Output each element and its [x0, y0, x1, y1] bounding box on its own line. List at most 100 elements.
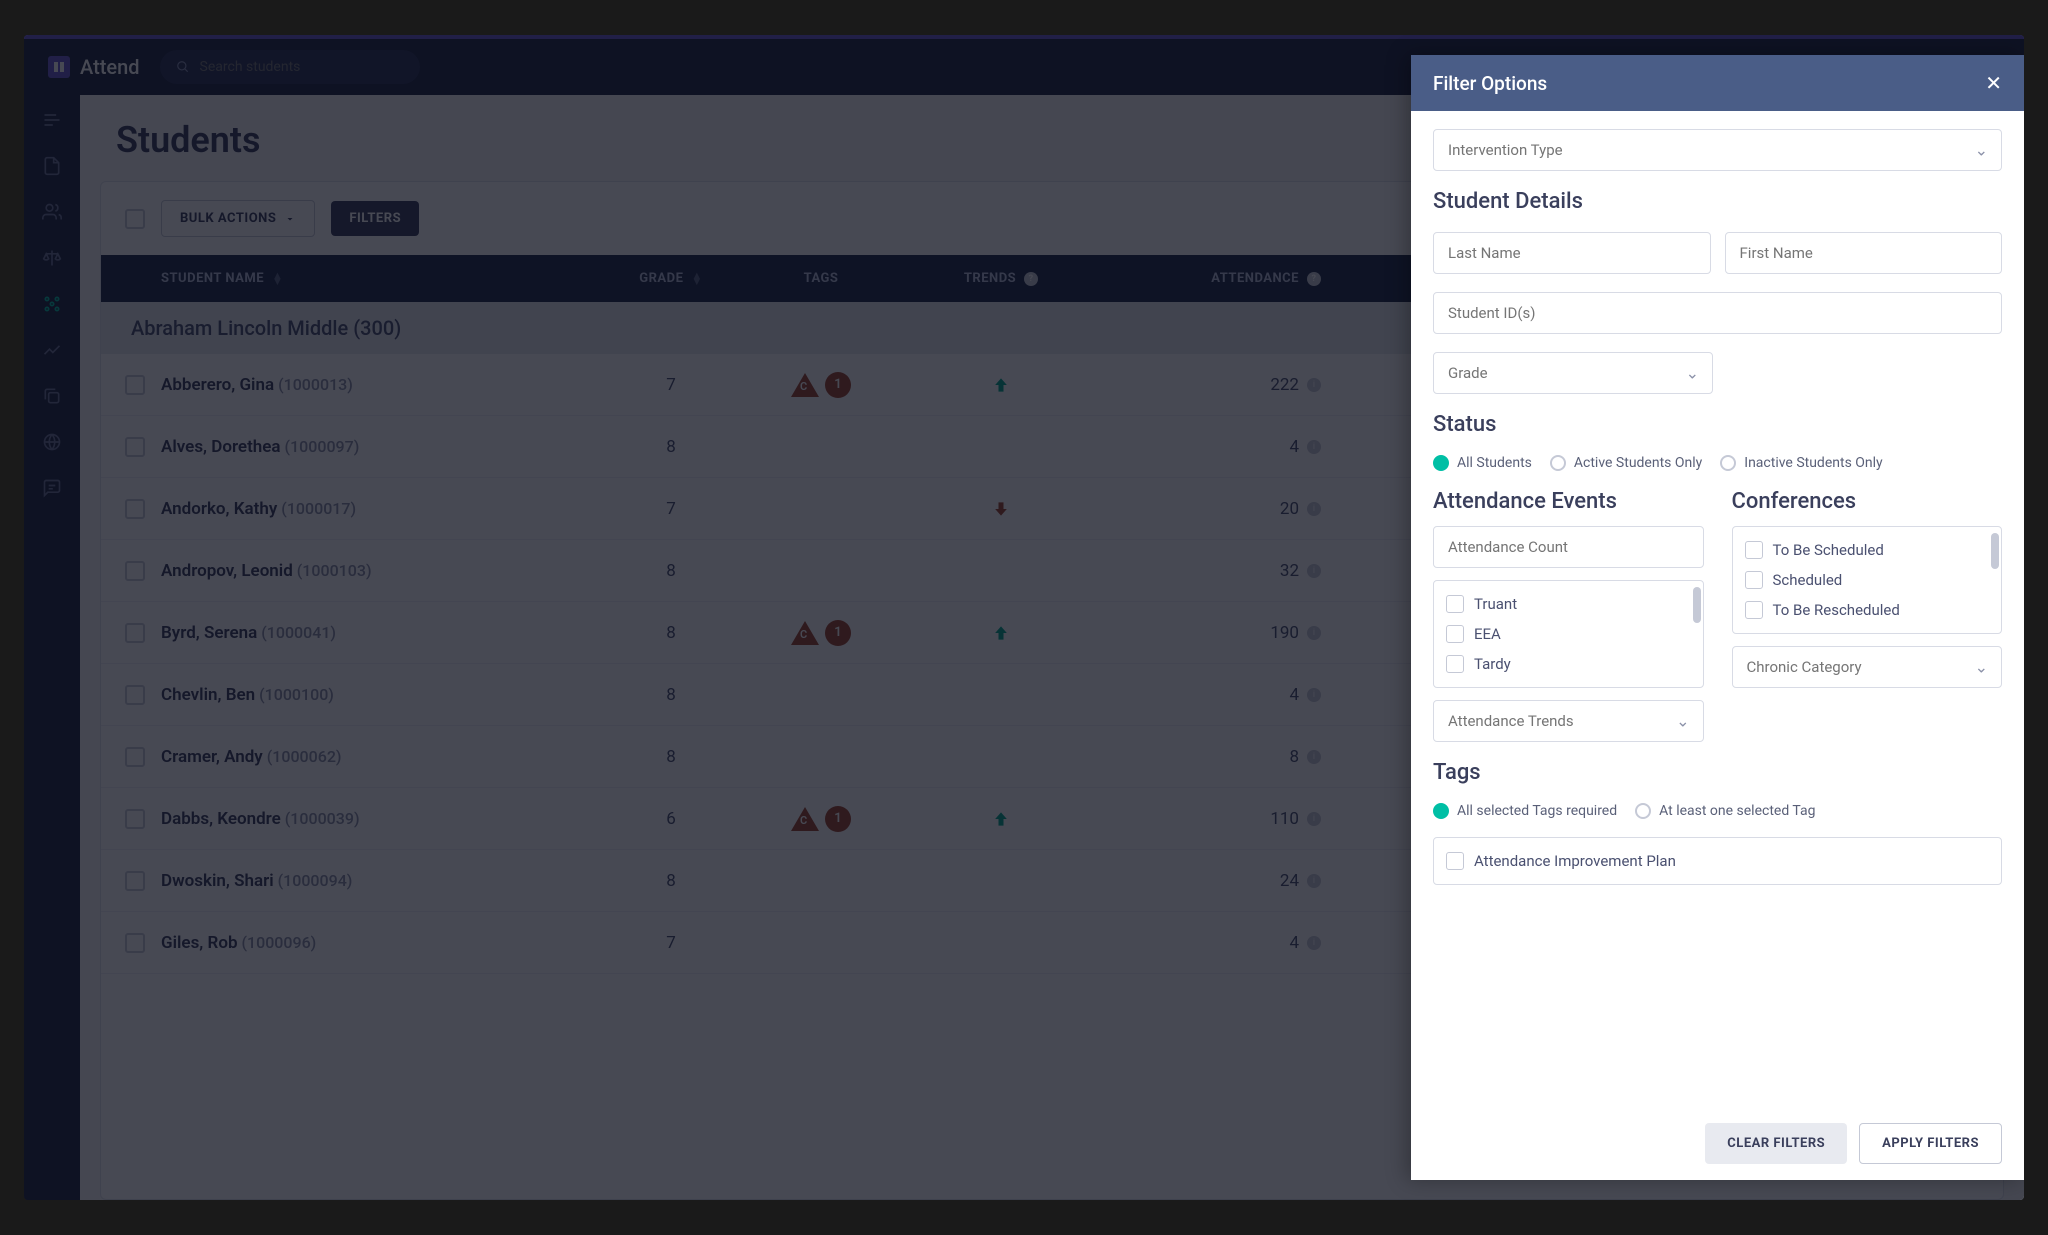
attendance-events-heading: Attendance Events [1433, 489, 1704, 514]
row-checkbox[interactable] [125, 685, 145, 705]
student-id: (1000013) [278, 375, 353, 394]
student-name[interactable]: Cramer, Andy [161, 747, 263, 767]
last-name-field[interactable] [1433, 232, 1711, 274]
student-name[interactable]: Giles, Rob [161, 933, 238, 953]
student-ids-field[interactable] [1433, 292, 2002, 334]
list-item[interactable]: EEA [1442, 619, 1695, 649]
trend-cell [901, 373, 1101, 397]
attendance-cell: 4i [1101, 685, 1341, 705]
app-logo[interactable]: Attend [48, 55, 140, 79]
scrollbar[interactable] [1991, 533, 1999, 569]
row-checkbox[interactable] [125, 871, 145, 891]
apply-filters-button[interactable]: APPLY FILTERS [1859, 1123, 2002, 1164]
row-checkbox[interactable] [125, 933, 145, 953]
info-icon[interactable]: i [1307, 440, 1321, 454]
info-icon[interactable]: i [1307, 378, 1321, 392]
conferences-list[interactable]: To Be Scheduled Scheduled To Be Reschedu… [1732, 526, 2003, 634]
sort-icon[interactable]: ▲▼ [691, 273, 702, 285]
scrollbar[interactable] [1693, 587, 1701, 623]
col-attendance[interactable]: ATTENDANCE [1211, 271, 1299, 286]
status-all-radio[interactable]: All Students [1433, 455, 1532, 471]
chronic-category-select[interactable] [1732, 646, 2003, 688]
bulk-actions-button[interactable]: BULK ACTIONS [161, 200, 315, 237]
list-item[interactable]: Scheduled [1741, 565, 1994, 595]
analytics-icon[interactable] [39, 337, 65, 363]
student-id: (1000103) [297, 561, 372, 580]
first-name-field[interactable] [1725, 232, 2003, 274]
info-icon[interactable]: i [1307, 626, 1321, 640]
info-icon[interactable]: i [1307, 936, 1321, 950]
group-icon[interactable] [39, 291, 65, 317]
copy-icon[interactable] [39, 383, 65, 409]
trend-cell [901, 497, 1101, 521]
document-icon[interactable] [39, 153, 65, 179]
student-name[interactable]: Andorko, Kathy [161, 499, 277, 519]
search-input[interactable] [200, 59, 404, 75]
student-id: (1000100) [259, 685, 334, 704]
row-checkbox[interactable] [125, 437, 145, 457]
globe-icon[interactable] [39, 429, 65, 455]
info-icon[interactable]: ? [1024, 272, 1038, 286]
info-icon[interactable]: ? [1307, 272, 1321, 286]
filters-button[interactable]: FILTERS [331, 201, 419, 236]
attendance-trends-select[interactable] [1433, 700, 1704, 742]
student-name[interactable]: Chevlin, Ben [161, 685, 255, 705]
list-item[interactable]: To Be Rescheduled [1741, 595, 1994, 625]
student-details-heading: Student Details [1433, 189, 2002, 214]
tags-all-radio[interactable]: All selected Tags required [1433, 803, 1617, 819]
student-id: (1000094) [278, 871, 353, 890]
attendance-cell: 32i [1101, 561, 1341, 581]
attendance-cell: 8i [1101, 747, 1341, 767]
list-item[interactable]: Attendance Improvement Plan [1442, 846, 1993, 876]
info-icon[interactable]: i [1307, 502, 1321, 516]
row-checkbox[interactable] [125, 499, 145, 519]
student-name[interactable]: Dwoskin, Shari [161, 871, 274, 891]
trend-cell [901, 621, 1101, 645]
clear-filters-button[interactable]: CLEAR FILTERS [1705, 1123, 1847, 1164]
row-checkbox[interactable] [125, 623, 145, 643]
list-item[interactable]: Tardy [1442, 649, 1695, 679]
scales-icon[interactable] [39, 245, 65, 271]
attendance-cell: 222i [1101, 375, 1341, 395]
student-name[interactable]: Dabbs, Keondre [161, 809, 281, 829]
grade-cell: 8 [601, 685, 741, 705]
intervention-type-select[interactable] [1433, 129, 2002, 171]
info-icon[interactable]: i [1307, 874, 1321, 888]
student-id: (1000041) [261, 623, 336, 642]
list-item[interactable]: To Be Scheduled [1741, 535, 1994, 565]
info-icon[interactable]: i [1307, 812, 1321, 826]
people-icon[interactable] [39, 199, 65, 225]
grade-select[interactable] [1433, 352, 1713, 394]
panel-title: Filter Options [1433, 72, 1547, 95]
select-all-checkbox[interactable] [125, 209, 145, 229]
tag-count: 1 [825, 620, 851, 646]
status-active-radio[interactable]: Active Students Only [1550, 455, 1702, 471]
tags-list[interactable]: Attendance Improvement Plan [1433, 837, 2002, 885]
attendance-count-field[interactable] [1433, 526, 1704, 568]
col-name[interactable]: STUDENT NAME [161, 271, 264, 286]
chat-icon[interactable] [39, 475, 65, 501]
row-checkbox[interactable] [125, 809, 145, 829]
row-checkbox[interactable] [125, 375, 145, 395]
status-inactive-radio[interactable]: Inactive Students Only [1720, 455, 1882, 471]
info-icon[interactable]: i [1307, 564, 1321, 578]
list-item[interactable]: Truant [1442, 589, 1695, 619]
search-box[interactable] [160, 50, 420, 84]
events-list[interactable]: Truant EEA Tardy [1433, 580, 1704, 688]
student-name[interactable]: Andropov, Leonid [161, 561, 293, 581]
close-icon[interactable]: ✕ [1985, 71, 2002, 95]
col-trends[interactable]: TRENDS [964, 271, 1016, 286]
menu-icon[interactable] [39, 107, 65, 133]
col-tags[interactable]: TAGS [804, 271, 839, 286]
row-checkbox[interactable] [125, 747, 145, 767]
info-icon[interactable]: i [1307, 750, 1321, 764]
student-name[interactable]: Byrd, Serena [161, 623, 257, 643]
tags-cell: 1 [741, 620, 901, 646]
info-icon[interactable]: i [1307, 688, 1321, 702]
sort-icon[interactable]: ▲▼ [272, 273, 283, 285]
tags-any-radio[interactable]: At least one selected Tag [1635, 803, 1815, 819]
student-name[interactable]: Alves, Dorethea [161, 437, 281, 457]
col-grade[interactable]: GRADE [639, 271, 683, 286]
row-checkbox[interactable] [125, 561, 145, 581]
student-name[interactable]: Abberero, Gina [161, 375, 274, 395]
